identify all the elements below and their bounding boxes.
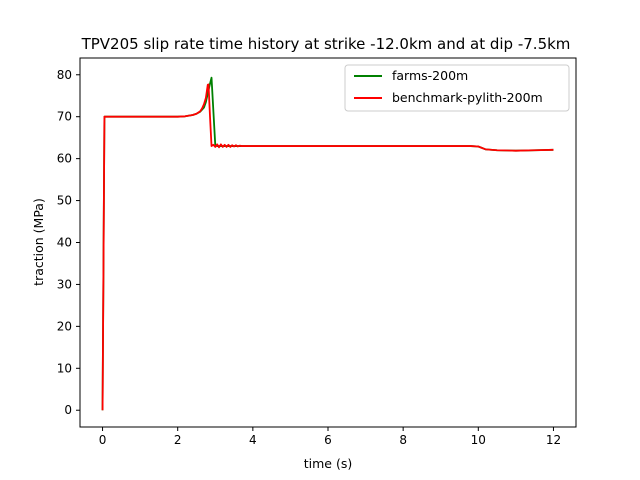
y-tick-label: 80 [57,68,72,82]
plot-frame [79,57,577,428]
y-tick-label: 60 [57,152,72,166]
y-tick-label: 0 [64,403,72,417]
y-tick-label: 20 [57,319,72,333]
x-axis-label: time (s) [304,456,352,471]
x-tick-label: 8 [399,433,407,447]
x-tick-label: 10 [471,433,486,447]
y-tick-label: 70 [57,110,72,124]
legend: farms-200m benchmark-pylith-200m [344,64,570,112]
x-tick-label: 2 [174,433,182,447]
y-tick-label: 50 [57,194,72,208]
legend-label-farms: farms-200m [392,68,468,83]
y-tick-label: 40 [57,236,72,250]
x-tick-label: 6 [324,433,332,447]
legend-box [344,64,570,112]
y-tick-label: 10 [57,361,72,375]
x-tick-label: 4 [249,433,257,447]
y-tick-label: 30 [57,277,72,291]
plot-area [79,57,577,428]
series-layer [101,76,554,411]
series-line-pylith [101,83,554,411]
y-axis-label: traction (MPa) [31,198,46,286]
chart-title: TPV205 slip rate time history at strike … [81,35,571,53]
legend-label-pylith: benchmark-pylith-200m [392,90,543,105]
x-tick-label: 12 [546,433,561,447]
series-line-farms [101,76,554,411]
y-axis: 0 10 20 30 40 50 60 70 80 [57,68,80,417]
x-tick-label: 0 [99,433,107,447]
x-axis: 0 2 4 6 8 10 12 [99,427,561,447]
